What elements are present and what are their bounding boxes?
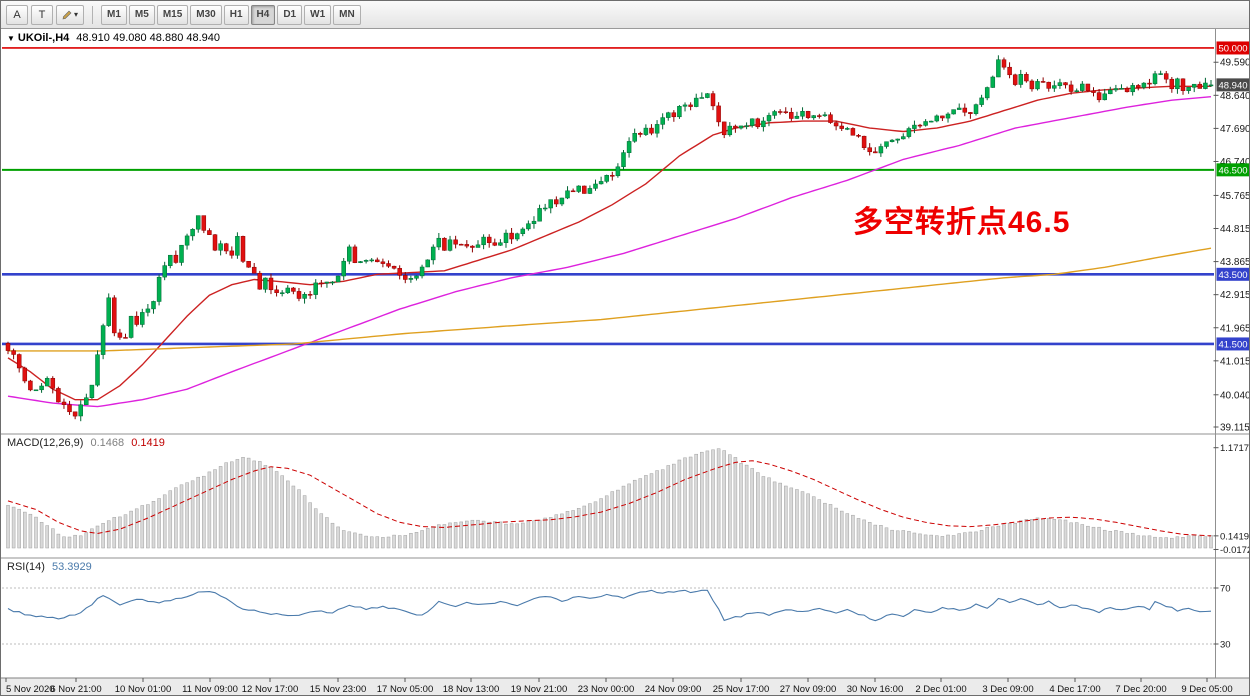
svg-text:17 Nov 05:00: 17 Nov 05:00 (377, 684, 434, 695)
macd-panel: 1.1717 0.1419 -0.0172 (6, 443, 1250, 556)
svg-text:30 Nov 16:00: 30 Nov 16:00 (847, 684, 904, 695)
type-tool-button[interactable]: T (31, 4, 53, 25)
text-tool-button[interactable]: A (6, 4, 28, 25)
macd-label: MACD(12,26,9) 0.1468 0.1419 (7, 437, 165, 449)
svg-text:19 Nov 21:00: 19 Nov 21:00 (511, 684, 568, 695)
pencil-icon (62, 10, 72, 19)
svg-text:46.740: 46.740 (1220, 157, 1250, 168)
toolbar-separator (92, 5, 94, 24)
svg-text:48.640: 48.640 (1220, 91, 1250, 102)
horizontal-lines[interactable] (2, 47, 1214, 346)
timeframe-button-m5[interactable]: M5 (128, 4, 155, 25)
svg-text:40.040: 40.040 (1220, 390, 1250, 401)
price-badge-46.500: 46.500 (1216, 163, 1249, 177)
svg-text:41.500: 41.500 (1218, 339, 1247, 350)
svg-text:6 Nov 21:00: 6 Nov 21:00 (50, 684, 101, 695)
price-badge-43.500: 43.500 (1216, 267, 1249, 281)
svg-text:42.915: 42.915 (1220, 290, 1250, 301)
svg-text:9 Dec 05:00: 9 Dec 05:00 (1181, 684, 1232, 695)
timeframe-button-m1[interactable]: M1 (101, 4, 127, 25)
ohlc-values: 48.910 49.080 48.880 48.940 (76, 32, 221, 44)
svg-text:47.690: 47.690 (1220, 124, 1250, 135)
svg-text:2 Dec 01:00: 2 Dec 01:00 (915, 684, 966, 695)
svg-text:3 Dec 09:00: 3 Dec 09:00 (982, 684, 1033, 695)
svg-text:7 Dec 20:00: 7 Dec 20:00 (1115, 684, 1166, 695)
time-axis-strip (1, 678, 1249, 695)
svg-text:0.1419: 0.1419 (1220, 531, 1249, 542)
rsi-value: 53.3929 (51, 561, 92, 573)
svg-text:24 Nov 09:00: 24 Nov 09:00 (645, 684, 702, 695)
timeframe-buttons: M1 M5 M15 M30 H1 H4 D1 W1 MN (101, 4, 361, 25)
timeframe-button-h4[interactable]: H4 (250, 4, 276, 25)
draw-tool-button[interactable]: ▾ (56, 4, 85, 25)
price-badge-48.940: 48.940 (1216, 78, 1249, 92)
svg-text:46.500: 46.500 (1218, 165, 1247, 176)
svg-text:4 Dec 17:00: 4 Dec 17:00 (1049, 684, 1100, 695)
svg-text:12 Nov 17:00: 12 Nov 17:00 (242, 684, 299, 695)
price-badge-41.500: 41.500 (1216, 337, 1249, 351)
svg-text:10 Nov 01:00: 10 Nov 01:00 (115, 684, 172, 695)
svg-text:41.965: 41.965 (1220, 323, 1250, 334)
timeframe-button-h1[interactable]: H1 (223, 4, 249, 25)
svg-text:5 Nov 2020: 5 Nov 2020 (6, 684, 55, 695)
svg-text:18 Nov 13:00: 18 Nov 13:00 (443, 684, 500, 695)
svg-text:11 Nov 09:00: 11 Nov 09:00 (182, 684, 238, 695)
timeframe-button-m30[interactable]: M30 (190, 4, 222, 25)
macd-signal-line (7, 460, 1212, 537)
svg-text:45.765: 45.765 (1220, 191, 1250, 202)
toolbar: A T ▾ M1 M5 M15 M30 H1 H4 D1 W1 MN (1, 1, 1249, 29)
collapse-triangle-icon[interactable]: ▼ (7, 33, 15, 43)
timeframe-button-d1[interactable]: D1 (277, 4, 303, 25)
svg-text:30: 30 (1220, 640, 1231, 651)
svg-text:41.015: 41.015 (1220, 356, 1250, 367)
price-badge-50.000: 50.000 (1216, 41, 1249, 55)
svg-text:44.815: 44.815 (1220, 224, 1250, 235)
macd-name: MACD(12,26,9) (7, 437, 84, 449)
price-scale[interactable]: 49.590 48.640 47.690 46.740 45.765 44.815 43.8… (1213, 41, 1250, 433)
timeframe-button-w1[interactable]: W1 (304, 4, 332, 25)
symbol-label: UKOil-,H4 (17, 32, 70, 44)
svg-text:48.940: 48.940 (1218, 80, 1247, 91)
svg-text:70: 70 (1220, 584, 1231, 595)
rsi-name: RSI(14) (7, 561, 45, 573)
svg-text:15 Nov 23:00: 15 Nov 23:00 (310, 684, 367, 695)
svg-text:43.865: 43.865 (1220, 257, 1250, 268)
timeframe-button-m15[interactable]: M15 (156, 4, 189, 25)
svg-text:50.000: 50.000 (1218, 43, 1247, 54)
svg-text:39.115: 39.115 (1220, 422, 1250, 433)
svg-text:25 Nov 17:00: 25 Nov 17:00 (713, 684, 770, 695)
ma-mid-magenta (7, 96, 1212, 408)
ma-fast-red (7, 85, 1211, 401)
chevron-down-icon: ▾ (74, 10, 79, 19)
svg-text:49.590: 49.590 (1220, 58, 1250, 69)
rsi-label: RSI(14) 53.3929 (7, 561, 92, 573)
macd-main-value: 0.1468 (90, 437, 125, 449)
timeframe-button-mn[interactable]: MN (333, 4, 361, 25)
rsi-line (7, 589, 1212, 622)
ma-slow-orange (8, 247, 1212, 352)
svg-text:27 Nov 09:00: 27 Nov 09:00 (780, 684, 837, 695)
svg-text:-0.0172: -0.0172 (1220, 545, 1250, 556)
macd-signal-value: 0.1419 (131, 437, 165, 449)
chinese-annotation-text[interactable]: 多空转折点46.5 (853, 206, 1071, 239)
svg-text:23 Nov 00:00: 23 Nov 00:00 (578, 684, 635, 695)
candles (5, 55, 1214, 422)
svg-text:43.500: 43.500 (1218, 270, 1247, 281)
rsi-panel: 70 30 (2, 584, 1231, 651)
chart-title: ▼ UKOil-,H4 48.910 49.080 48.880 48.940 (7, 32, 220, 44)
svg-text:1.1717: 1.1717 (1220, 443, 1249, 454)
